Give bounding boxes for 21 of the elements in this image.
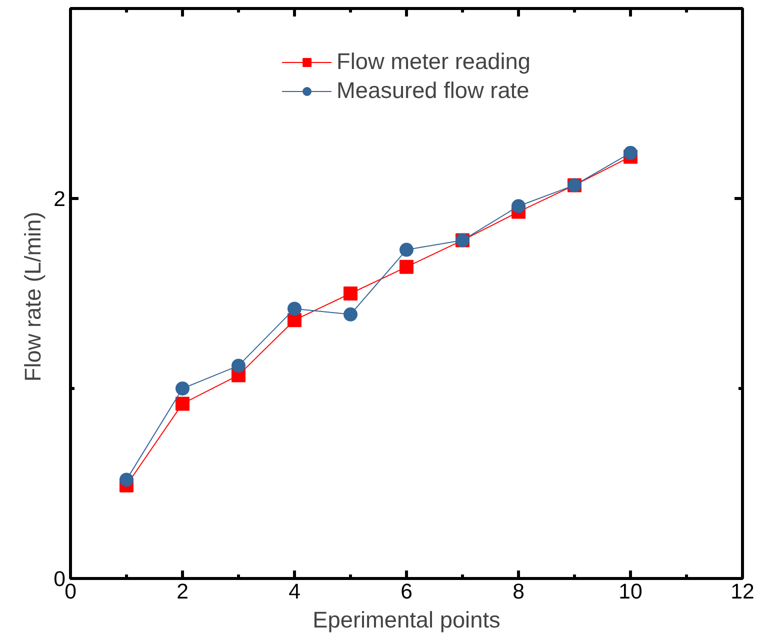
point bbox=[232, 358, 246, 373]
point bbox=[176, 396, 190, 411]
x-tick-label: 8 bbox=[512, 580, 524, 604]
legend-label: Flow meter reading bbox=[336, 48, 530, 75]
x-tick-label: 10 bbox=[618, 580, 642, 604]
point bbox=[288, 302, 302, 316]
point bbox=[400, 260, 414, 274]
point bbox=[176, 382, 190, 396]
point bbox=[120, 472, 134, 487]
point bbox=[400, 242, 414, 257]
x-tick-label: 6 bbox=[400, 580, 412, 604]
legend-label: Measured flow rate bbox=[336, 77, 530, 104]
point bbox=[624, 146, 638, 160]
point bbox=[344, 286, 358, 300]
x-axis-title: Eperimental points bbox=[312, 606, 500, 632]
x-tick-label: 12 bbox=[730, 580, 754, 604]
x-tick-label: 4 bbox=[288, 580, 301, 604]
x-tick-label: 2 bbox=[176, 580, 188, 604]
y-axis-title: Flow rate (L/min) bbox=[20, 212, 46, 382]
point bbox=[344, 307, 358, 322]
point bbox=[512, 199, 526, 214]
